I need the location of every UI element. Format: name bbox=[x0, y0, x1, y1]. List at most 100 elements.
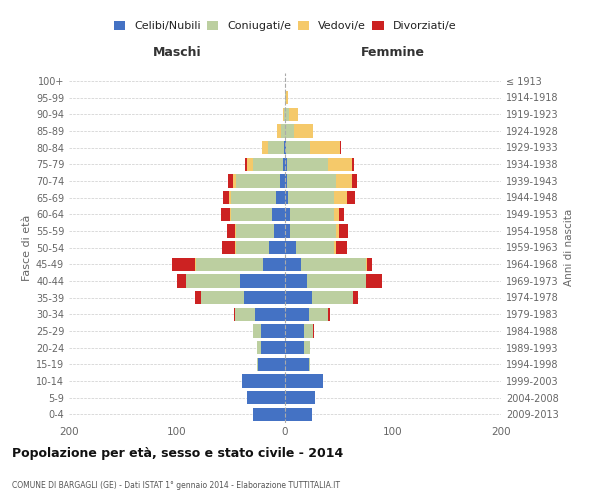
Bar bbox=[293, 124, 313, 138]
Bar bbox=[285, 108, 289, 121]
Bar bbox=[290, 208, 334, 221]
Bar bbox=[262, 141, 268, 154]
Bar bbox=[255, 308, 285, 321]
Bar bbox=[290, 224, 336, 237]
Bar bbox=[244, 291, 285, 304]
Bar bbox=[352, 158, 354, 171]
Bar bbox=[304, 324, 313, 338]
Bar bbox=[277, 191, 285, 204]
Bar bbox=[352, 174, 358, 188]
Bar bbox=[196, 291, 201, 304]
Bar bbox=[261, 341, 285, 354]
Bar bbox=[253, 324, 261, 338]
Bar bbox=[223, 241, 235, 254]
Bar bbox=[328, 158, 352, 171]
Bar bbox=[286, 91, 288, 104]
Text: Maschi: Maschi bbox=[152, 46, 202, 59]
Bar bbox=[285, 208, 290, 221]
Bar bbox=[313, 324, 314, 338]
Bar bbox=[235, 224, 236, 237]
Bar bbox=[230, 208, 231, 221]
Bar bbox=[367, 258, 373, 271]
Bar bbox=[285, 341, 304, 354]
Bar bbox=[177, 274, 185, 287]
Bar bbox=[285, 358, 309, 371]
Bar bbox=[268, 141, 284, 154]
Bar bbox=[285, 324, 304, 338]
Bar bbox=[285, 374, 323, 388]
Bar bbox=[185, 274, 239, 287]
Bar bbox=[288, 191, 334, 204]
Bar bbox=[253, 158, 283, 171]
Bar bbox=[172, 258, 196, 271]
Bar bbox=[236, 174, 280, 188]
Bar bbox=[336, 174, 352, 188]
Bar bbox=[285, 258, 301, 271]
Bar bbox=[281, 124, 285, 138]
Bar bbox=[247, 158, 253, 171]
Bar bbox=[196, 258, 263, 271]
Bar bbox=[228, 174, 233, 188]
Bar bbox=[334, 191, 347, 204]
Bar bbox=[234, 308, 235, 321]
Bar bbox=[307, 274, 366, 287]
Bar bbox=[285, 124, 293, 138]
Bar bbox=[285, 291, 312, 304]
Bar bbox=[223, 191, 229, 204]
Legend: Celibi/Nubili, Coniugati/e, Vedovi/e, Divorziati/e: Celibi/Nubili, Coniugati/e, Vedovi/e, Di… bbox=[112, 18, 458, 34]
Bar bbox=[289, 108, 298, 121]
Bar bbox=[312, 291, 353, 304]
Bar bbox=[283, 158, 285, 171]
Bar bbox=[247, 391, 285, 404]
Bar bbox=[257, 358, 258, 371]
Bar bbox=[231, 208, 272, 221]
Bar bbox=[285, 274, 307, 287]
Y-axis label: Anni di nascita: Anni di nascita bbox=[564, 209, 574, 286]
Bar bbox=[285, 91, 286, 104]
Bar bbox=[284, 141, 285, 154]
Bar bbox=[309, 358, 310, 371]
Bar bbox=[236, 224, 274, 237]
Bar bbox=[301, 258, 366, 271]
Bar bbox=[201, 291, 244, 304]
Bar bbox=[235, 308, 255, 321]
Bar bbox=[258, 358, 285, 371]
Bar bbox=[221, 208, 230, 221]
Bar bbox=[253, 408, 285, 421]
Bar bbox=[287, 174, 336, 188]
Bar bbox=[242, 374, 285, 388]
Bar bbox=[285, 391, 315, 404]
Bar bbox=[285, 191, 288, 204]
Bar bbox=[284, 108, 285, 121]
Bar bbox=[296, 241, 334, 254]
Bar bbox=[310, 141, 340, 154]
Bar bbox=[287, 158, 328, 171]
Bar bbox=[239, 274, 285, 287]
Bar bbox=[229, 191, 231, 204]
Bar bbox=[309, 308, 328, 321]
Text: Popolazione per età, sesso e stato civile - 2014: Popolazione per età, sesso e stato civil… bbox=[12, 448, 343, 460]
Y-axis label: Fasce di età: Fasce di età bbox=[22, 214, 32, 280]
Bar bbox=[304, 341, 310, 354]
Bar bbox=[283, 108, 284, 121]
Bar bbox=[285, 308, 309, 321]
Bar bbox=[263, 258, 285, 271]
Bar bbox=[233, 174, 236, 188]
Bar bbox=[285, 408, 312, 421]
Bar bbox=[353, 291, 358, 304]
Bar bbox=[285, 224, 290, 237]
Bar bbox=[280, 174, 285, 188]
Bar bbox=[340, 141, 341, 154]
Text: Femmine: Femmine bbox=[361, 46, 425, 59]
Bar bbox=[272, 208, 285, 221]
Bar bbox=[227, 224, 235, 237]
Bar bbox=[334, 241, 336, 254]
Bar bbox=[286, 141, 310, 154]
Bar bbox=[274, 224, 285, 237]
Bar bbox=[236, 241, 269, 254]
Bar bbox=[285, 241, 296, 254]
Bar bbox=[339, 224, 347, 237]
Text: COMUNE DI BARGAGLI (GE) - Dati ISTAT 1° gennaio 2014 - Elaborazione TUTTITALIA.I: COMUNE DI BARGAGLI (GE) - Dati ISTAT 1° … bbox=[12, 480, 340, 490]
Bar bbox=[285, 174, 287, 188]
Bar bbox=[336, 224, 339, 237]
